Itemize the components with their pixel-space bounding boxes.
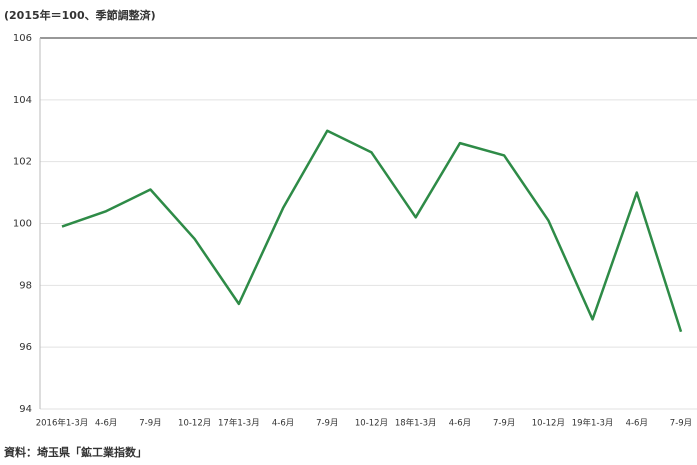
x-tick-label: 4-6月 xyxy=(272,419,294,429)
y-tick-label: 100 xyxy=(13,219,32,230)
x-tick-label: 7-9月 xyxy=(493,419,515,429)
y-tick-label: 98 xyxy=(19,280,32,291)
x-tick-label: 19年1-3月 xyxy=(572,418,614,429)
y-tick-label: 106 xyxy=(13,33,32,44)
x-tick-label: 17年1-3月 xyxy=(218,418,260,429)
x-tick-label: 4-6月 xyxy=(95,419,117,429)
chart-source: 資料：埼玉県「鉱工業指数」 xyxy=(4,445,147,459)
x-tick-label: 2016年1-3月 xyxy=(36,418,89,429)
chart-subtitle: (2015年＝100、季節調整済) xyxy=(4,8,156,22)
x-tick-label: 10-12月 xyxy=(532,419,565,429)
x-tick-label: 10-12月 xyxy=(355,419,388,429)
y-tick-label: 104 xyxy=(13,95,32,106)
x-tick-label: 7-9月 xyxy=(316,419,338,429)
x-tick-label: 4-6月 xyxy=(449,419,471,429)
y-tick-label: 96 xyxy=(19,342,32,353)
x-tick-label: 18年1-3月 xyxy=(395,418,437,429)
y-tick-label: 94 xyxy=(19,404,32,415)
x-tick-label: 4-6月 xyxy=(626,419,648,429)
x-tick-label: 7-9月 xyxy=(670,419,692,429)
x-tick-label: 10-12月 xyxy=(178,419,211,429)
data-line xyxy=(61,129,683,333)
x-tick-label: 7-9月 xyxy=(139,419,161,429)
y-tick-label: 102 xyxy=(13,157,32,168)
